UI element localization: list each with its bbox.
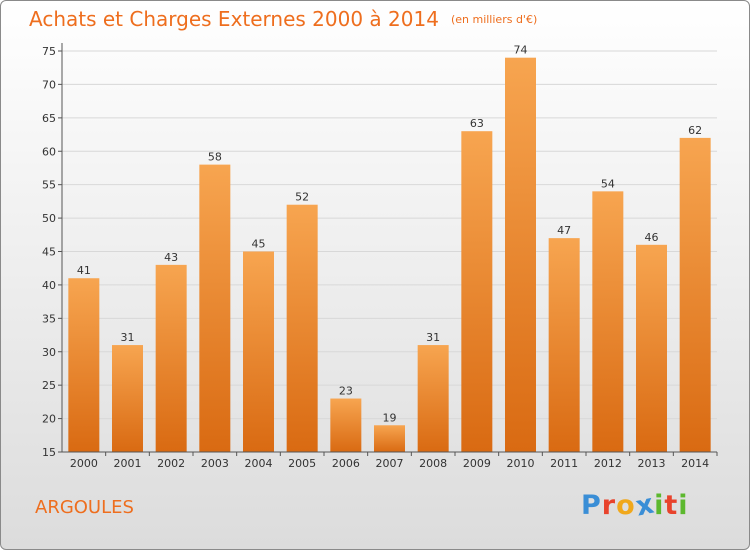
- bar-2005: [286, 204, 318, 452]
- y-tick-label: 40: [42, 279, 56, 292]
- x-tick-label: 2001: [114, 457, 142, 470]
- bar-2013: [636, 244, 667, 452]
- data-label-2008: 31: [426, 331, 440, 344]
- x-tick-label: 2009: [463, 457, 491, 470]
- bar-2007: [374, 425, 405, 452]
- data-label-2007: 19: [383, 411, 397, 424]
- x-tick-label: 2005: [288, 457, 316, 470]
- bar-2009: [461, 131, 493, 452]
- commune-name: ARGOULES: [35, 497, 134, 518]
- x-tick-label: 2006: [332, 457, 360, 470]
- y-tick-label: 25: [42, 379, 56, 392]
- y-tick-label: 65: [42, 112, 56, 125]
- x-tick-label: 2012: [594, 457, 622, 470]
- data-label-2003: 58: [208, 151, 222, 164]
- logo-letter: i: [678, 490, 689, 521]
- logo-letter: r: [601, 490, 617, 521]
- data-label-2010: 74: [514, 44, 528, 57]
- bar-2008: [417, 345, 449, 452]
- x-tick-label: 2011: [550, 457, 578, 470]
- bar-2002: [155, 264, 187, 452]
- data-label-2013: 46: [645, 231, 659, 244]
- y-tick-label: 35: [42, 312, 56, 325]
- data-label-2004: 45: [252, 238, 266, 251]
- y-tick-label: 45: [42, 246, 56, 259]
- x-tick-label: 2000: [70, 457, 98, 470]
- chart-title: Achats et Charges Externes 2000 à 2014: [29, 7, 439, 31]
- data-label-2002: 43: [164, 251, 178, 264]
- y-tick-label: 55: [42, 179, 56, 192]
- logo-letter: i: [654, 490, 665, 521]
- x-tick-label: 2007: [376, 457, 404, 470]
- data-label-2006: 23: [339, 385, 353, 398]
- bar-2004: [243, 251, 274, 452]
- data-label-2011: 47: [557, 224, 571, 237]
- y-tick-label: 75: [42, 45, 56, 58]
- data-label-2005: 52: [295, 191, 309, 204]
- x-tick-label: 2003: [201, 457, 229, 470]
- data-label-2009: 63: [470, 117, 484, 130]
- bar-2014: [679, 137, 711, 452]
- y-tick-label: 60: [42, 145, 56, 158]
- data-label-2001: 31: [121, 331, 135, 344]
- x-tick-label: 2010: [507, 457, 535, 470]
- logo-letter: P: [581, 490, 602, 521]
- x-tick-label: 2013: [638, 457, 666, 470]
- y-tick-label: 15: [42, 446, 56, 459]
- bar-2003: [199, 164, 231, 452]
- bar-2011: [548, 238, 580, 452]
- bar-2010: [505, 57, 536, 452]
- x-tick-label: 2014: [681, 457, 709, 470]
- y-tick-label: 70: [42, 78, 56, 91]
- bar-2006: [330, 398, 362, 452]
- y-tick-label: 20: [42, 413, 56, 426]
- x-tick-label: 2004: [245, 457, 273, 470]
- title-row: Achats et Charges Externes 2000 à 2014 (e…: [29, 7, 537, 31]
- x-tick-label: 2008: [419, 457, 447, 470]
- chart-unit: (en milliers d'€): [450, 13, 538, 26]
- data-label-2000: 41: [77, 264, 91, 277]
- logo-letter: o: [616, 490, 636, 521]
- x-tick-label: 2002: [157, 457, 185, 470]
- proxiti-logo: Proxiti: [581, 488, 689, 522]
- bar-2001: [112, 345, 143, 452]
- bar-2000: [68, 278, 100, 452]
- data-label-2012: 54: [601, 177, 615, 190]
- bar-2012: [592, 191, 624, 452]
- logo-letter: t: [664, 490, 679, 521]
- y-tick-label: 50: [42, 212, 56, 225]
- data-label-2014: 62: [688, 124, 702, 137]
- y-tick-label: 30: [42, 346, 56, 359]
